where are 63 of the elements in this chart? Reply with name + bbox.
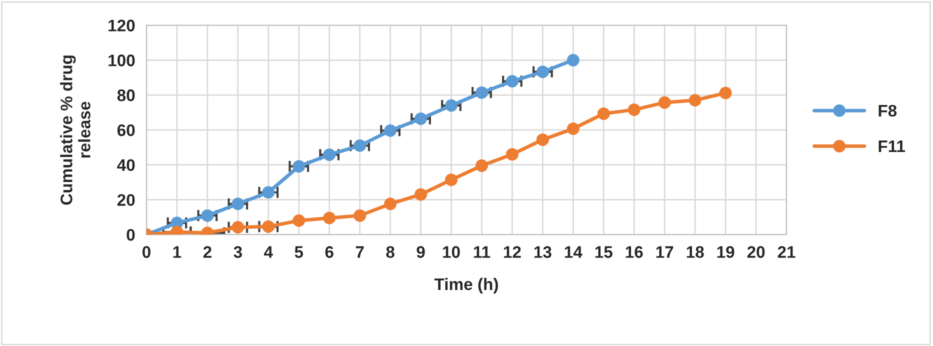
point (719, 86, 732, 100)
y-tick-label: 20 (117, 194, 135, 206)
point (262, 186, 275, 199)
y-tick-label: 40 (117, 159, 135, 172)
x-tick-label: 10 (443, 246, 460, 258)
x-tick-label: 3 (234, 246, 242, 258)
x-tick-label: 7 (356, 246, 364, 258)
point (232, 221, 244, 234)
point (384, 124, 397, 137)
point (475, 86, 488, 99)
x-tick-label: 8 (386, 246, 394, 258)
point (475, 159, 488, 172)
y-axis-title: Cumulative % drug release (60, 56, 90, 205)
point (688, 94, 702, 107)
y-tick-label: 60 (117, 124, 135, 136)
point (566, 54, 580, 66)
x-axis-title: Time (h) (434, 278, 498, 294)
x-tick-label: 18 (686, 246, 704, 258)
point (262, 220, 275, 233)
legend-label: F11 (878, 140, 905, 152)
x-tick-label: 1 (173, 246, 182, 258)
point (232, 198, 244, 210)
legend-label: F8 (878, 104, 897, 117)
x-tick-label: 21 (778, 246, 796, 258)
x-tick-label: 9 (416, 246, 425, 258)
x-tick-label: 13 (534, 246, 552, 258)
x-tick-label: 15 (595, 246, 612, 258)
point (354, 209, 366, 222)
point (201, 209, 214, 222)
x-tick-label: 5 (294, 246, 304, 258)
x-tick-label: 0 (142, 246, 150, 258)
point (597, 107, 610, 120)
x-tick-label: 12 (504, 246, 521, 258)
point (323, 212, 336, 224)
point (292, 160, 306, 173)
point (414, 112, 428, 126)
point (445, 99, 458, 112)
y-tick-label: 80 (117, 89, 135, 102)
y-tick-label: 120 (108, 20, 135, 32)
x-tick-label: 19 (717, 246, 734, 258)
x-tick-label: 20 (747, 246, 765, 258)
point (323, 148, 336, 161)
point (354, 139, 366, 152)
point (536, 66, 549, 78)
x-tick-label: 16 (626, 246, 643, 258)
point (414, 188, 428, 201)
x-tick-label: 4 (264, 246, 273, 258)
point (506, 75, 518, 88)
point (506, 148, 518, 161)
x-tick-label: 14 (564, 246, 582, 258)
y-tick-label: 0 (126, 228, 135, 241)
point (566, 122, 580, 135)
point (292, 214, 306, 227)
point (384, 198, 397, 210)
point (628, 103, 640, 116)
x-tick-label: 11 (474, 246, 490, 258)
x-tick-label: 17 (656, 246, 674, 258)
point (536, 133, 549, 146)
x-tick-label: 2 (203, 246, 212, 258)
x-tick-label: 6 (325, 246, 334, 258)
point (445, 174, 458, 186)
y-tick-label: 100 (108, 54, 135, 66)
point (658, 96, 671, 109)
